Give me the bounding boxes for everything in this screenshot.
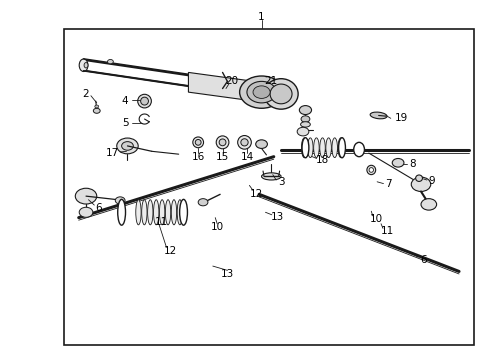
Ellipse shape	[159, 200, 164, 225]
Ellipse shape	[307, 138, 312, 158]
Ellipse shape	[241, 139, 247, 146]
Ellipse shape	[239, 76, 283, 108]
Text: 12: 12	[163, 246, 177, 256]
Ellipse shape	[269, 84, 291, 104]
Circle shape	[410, 177, 430, 192]
Text: 10: 10	[369, 214, 382, 224]
Ellipse shape	[264, 79, 298, 109]
Text: 10: 10	[210, 222, 224, 232]
Text: 11: 11	[155, 217, 168, 227]
Text: 20: 20	[225, 76, 238, 86]
Ellipse shape	[153, 200, 159, 225]
Text: 4: 4	[122, 96, 128, 106]
Ellipse shape	[338, 138, 345, 158]
Circle shape	[95, 105, 99, 108]
Ellipse shape	[179, 199, 187, 225]
Ellipse shape	[331, 138, 337, 158]
Ellipse shape	[313, 138, 319, 158]
Bar	[64, 30, 473, 345]
Ellipse shape	[79, 59, 88, 72]
Circle shape	[79, 207, 93, 217]
Circle shape	[420, 199, 436, 210]
Ellipse shape	[299, 105, 311, 114]
Ellipse shape	[252, 86, 269, 98]
Ellipse shape	[319, 138, 325, 158]
Ellipse shape	[118, 199, 125, 225]
Text: 6: 6	[95, 203, 102, 213]
Circle shape	[115, 197, 125, 204]
Text: 3: 3	[277, 177, 284, 187]
Circle shape	[75, 188, 97, 204]
Ellipse shape	[246, 81, 276, 103]
Ellipse shape	[165, 200, 170, 225]
Ellipse shape	[147, 200, 153, 225]
Circle shape	[93, 108, 100, 113]
Ellipse shape	[219, 139, 225, 146]
Ellipse shape	[337, 138, 343, 158]
Ellipse shape	[138, 94, 151, 108]
Polygon shape	[263, 88, 267, 93]
Ellipse shape	[261, 173, 281, 180]
Text: 5: 5	[122, 118, 128, 128]
Ellipse shape	[353, 142, 364, 157]
Text: 13: 13	[270, 212, 283, 221]
Ellipse shape	[300, 122, 310, 127]
Text: 18: 18	[315, 155, 328, 165]
Ellipse shape	[192, 137, 203, 148]
Ellipse shape	[302, 138, 308, 158]
Text: 19: 19	[394, 113, 407, 123]
Text: 9: 9	[427, 176, 434, 186]
Ellipse shape	[237, 135, 251, 149]
Ellipse shape	[171, 200, 176, 225]
Polygon shape	[188, 72, 254, 101]
Ellipse shape	[216, 136, 228, 149]
Circle shape	[297, 127, 308, 136]
Ellipse shape	[195, 139, 201, 145]
Text: 11: 11	[380, 226, 393, 236]
Circle shape	[391, 158, 403, 167]
Circle shape	[122, 141, 133, 150]
Text: 7: 7	[384, 179, 391, 189]
Ellipse shape	[301, 116, 309, 122]
Text: 2: 2	[82, 89, 89, 99]
Ellipse shape	[141, 97, 148, 105]
Text: 12: 12	[249, 189, 263, 199]
Circle shape	[198, 199, 207, 206]
Circle shape	[117, 138, 138, 154]
Text: 8: 8	[408, 159, 415, 169]
Ellipse shape	[301, 138, 306, 158]
Text: 14: 14	[240, 152, 253, 162]
Circle shape	[255, 140, 267, 148]
Ellipse shape	[84, 63, 88, 68]
Ellipse shape	[366, 165, 375, 175]
Circle shape	[107, 59, 113, 64]
Ellipse shape	[415, 175, 422, 181]
Text: 16: 16	[191, 152, 204, 162]
Ellipse shape	[136, 200, 141, 225]
Ellipse shape	[368, 168, 373, 172]
Text: 15: 15	[216, 152, 229, 162]
Text: 21: 21	[264, 76, 277, 86]
Ellipse shape	[142, 200, 147, 225]
Text: 1: 1	[258, 12, 264, 22]
Text: 6: 6	[419, 255, 426, 265]
Ellipse shape	[177, 200, 182, 225]
Text: 17: 17	[106, 148, 119, 158]
Text: 13: 13	[221, 269, 234, 279]
Ellipse shape	[369, 112, 386, 119]
Ellipse shape	[325, 138, 331, 158]
